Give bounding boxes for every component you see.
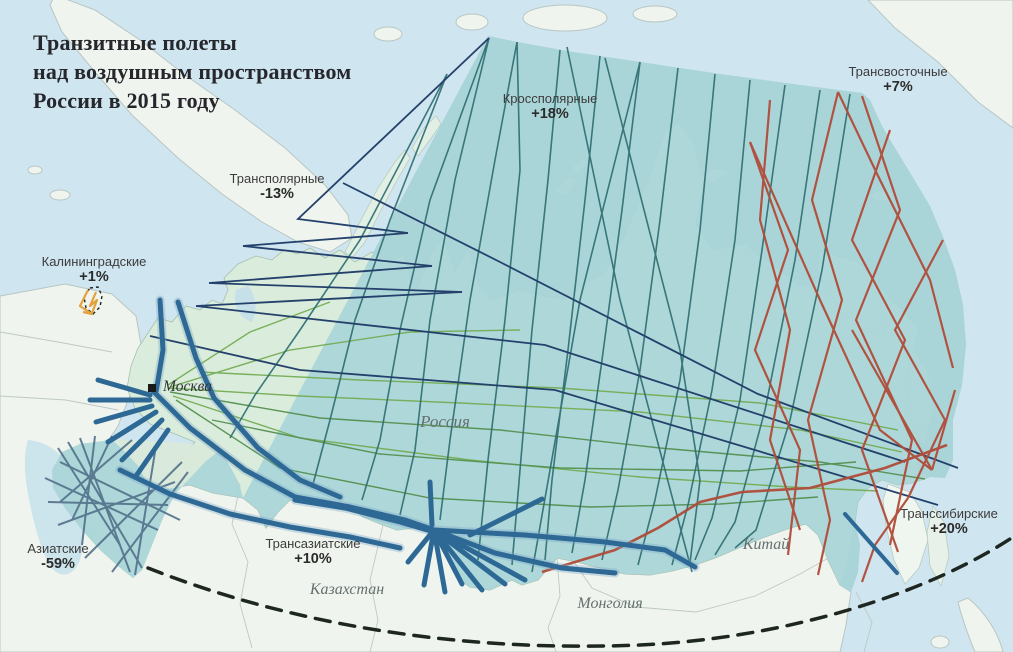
japan-island xyxy=(930,635,950,649)
moscow-marker xyxy=(148,384,156,392)
route-name: Калининградские xyxy=(41,254,147,269)
baltic-island xyxy=(27,165,43,175)
route-label-transeastern: Трансвосточные +7% xyxy=(848,64,947,96)
route-label-kaliningrad: Калининградские +1% xyxy=(42,254,147,286)
route-name: Трансвосточные xyxy=(848,64,948,79)
route-label-transpolar: Трансполярные -13% xyxy=(230,171,325,203)
route-lines-transasian xyxy=(87,297,899,595)
route-name: Кроссполярные xyxy=(502,91,598,106)
kazakhstan-label: Казахстан xyxy=(309,581,385,598)
route-value: +18% xyxy=(531,106,569,123)
small-island xyxy=(373,26,403,42)
mongolia-label: Монголия xyxy=(577,595,643,612)
route-label-crosspolar: Кроссполярные +18% xyxy=(503,91,598,123)
small-island xyxy=(632,5,678,23)
route-lines-transpolar xyxy=(149,37,959,506)
map-title: Транзитные полеты над воздушным простран… xyxy=(33,28,351,115)
route-name: Азиатские xyxy=(27,541,89,556)
russia-label: Россия xyxy=(420,412,470,431)
route-value: +20% xyxy=(930,521,968,538)
small-island xyxy=(455,13,489,31)
route-lines-kaliningrad xyxy=(78,289,99,316)
route-label-transasian: Трансазиатские +10% xyxy=(265,536,360,568)
moscow-label: Москва xyxy=(163,378,212,395)
japan-island xyxy=(957,597,1004,652)
route-value: +7% xyxy=(883,79,913,96)
arctic-america-land xyxy=(867,0,1013,129)
svalbard-island xyxy=(522,4,608,32)
route-label-asian: Азиатские -59% xyxy=(27,541,88,573)
route-value: -13% xyxy=(260,186,294,203)
sakhalin-island xyxy=(926,505,950,587)
route-name: Трансазиатские xyxy=(265,536,361,551)
scandinavia-land xyxy=(49,0,353,253)
great-circle-arc xyxy=(146,535,1013,648)
title-line: России в 2015 году xyxy=(33,88,220,114)
route-lines-crosspolar xyxy=(229,37,851,573)
route-name: Транссибирские xyxy=(900,506,998,521)
route-lines-transeastern xyxy=(541,91,957,583)
route-value: -59% xyxy=(41,556,75,573)
baltic-island xyxy=(49,189,71,201)
title-line: над воздушным пространством xyxy=(33,59,352,85)
route-value: +1% xyxy=(79,269,109,286)
route-name: Трансполярные xyxy=(229,171,325,186)
china-label: Китай xyxy=(742,536,790,553)
route-label-transsiberian: Транссибирские +20% xyxy=(900,506,998,538)
title-line: Транзитные полеты xyxy=(33,30,238,55)
route-value: +10% xyxy=(294,551,332,568)
